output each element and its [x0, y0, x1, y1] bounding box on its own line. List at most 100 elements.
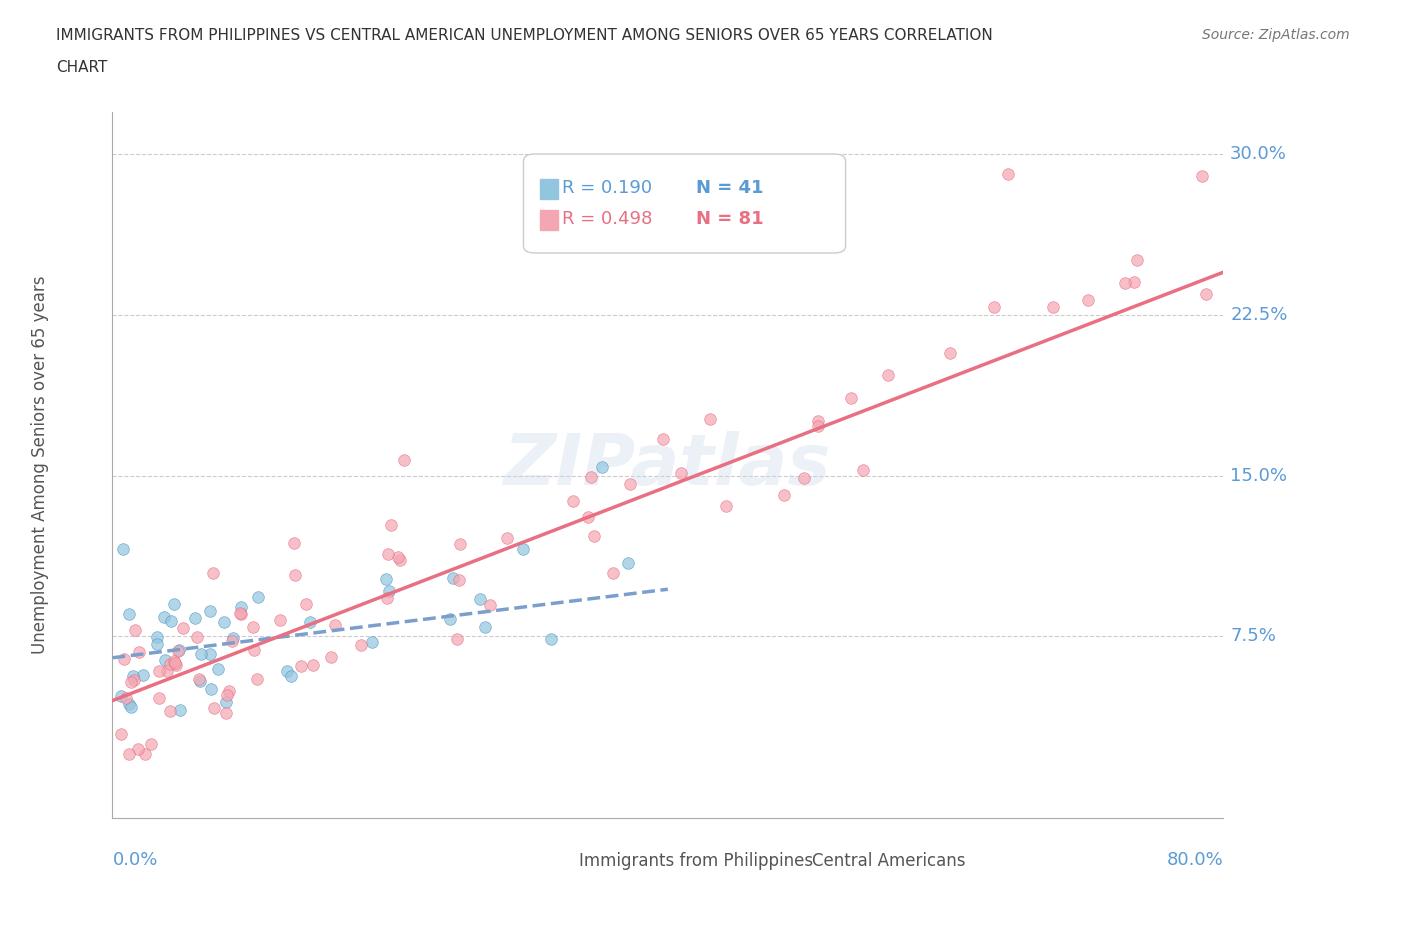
- Point: [877, 367, 900, 382]
- Point: [773, 488, 796, 503]
- Point: [128, 644, 150, 659]
- Point: [301, 658, 323, 672]
- Point: [295, 596, 318, 611]
- Point: [807, 418, 830, 433]
- Point: [377, 547, 399, 562]
- Point: [215, 706, 238, 721]
- Point: [1126, 253, 1149, 268]
- Point: [388, 552, 411, 567]
- Point: [446, 631, 468, 646]
- Point: [218, 684, 240, 698]
- Text: 7.5%: 7.5%: [1230, 628, 1277, 645]
- Point: [447, 572, 470, 587]
- Text: Immigrants from Philippines: Immigrants from Philippines: [579, 852, 813, 870]
- Point: [221, 634, 243, 649]
- Point: [110, 726, 132, 741]
- Point: [387, 550, 409, 565]
- Text: ZIPatlas: ZIPatlas: [505, 431, 831, 499]
- Point: [200, 682, 222, 697]
- Point: [159, 703, 181, 718]
- Point: [215, 695, 238, 710]
- Point: [280, 669, 302, 684]
- Point: [1122, 275, 1144, 290]
- Point: [375, 571, 398, 586]
- Point: [441, 571, 464, 586]
- Point: [163, 653, 186, 668]
- Point: [200, 604, 222, 619]
- Point: [319, 649, 342, 664]
- Point: [997, 166, 1019, 181]
- Point: [512, 542, 534, 557]
- Point: [112, 652, 135, 667]
- Point: [619, 477, 641, 492]
- Point: [298, 615, 321, 630]
- Point: [120, 675, 142, 690]
- Point: [579, 470, 602, 485]
- Point: [290, 659, 312, 674]
- Text: R = 0.190: R = 0.190: [562, 179, 652, 197]
- Point: [160, 613, 183, 628]
- Point: [134, 747, 156, 762]
- Point: [276, 663, 298, 678]
- Bar: [540, 179, 558, 198]
- Point: [132, 667, 155, 682]
- Point: [190, 646, 212, 661]
- Text: 80.0%: 80.0%: [1167, 851, 1223, 869]
- Point: [159, 657, 181, 671]
- Point: [699, 412, 721, 427]
- Point: [380, 517, 402, 532]
- Point: [152, 610, 174, 625]
- Point: [669, 466, 692, 481]
- Text: 30.0%: 30.0%: [1230, 145, 1286, 164]
- Point: [1077, 293, 1099, 308]
- Text: Unemployment Among Seniors over 65 years: Unemployment Among Seniors over 65 years: [31, 276, 49, 654]
- Text: 22.5%: 22.5%: [1230, 306, 1288, 324]
- Point: [714, 498, 737, 513]
- Point: [187, 671, 209, 686]
- Point: [166, 644, 188, 658]
- Point: [165, 658, 187, 672]
- Point: [602, 565, 624, 580]
- Point: [468, 591, 491, 606]
- Text: 0.0%: 0.0%: [112, 851, 157, 869]
- Point: [983, 299, 1005, 314]
- Point: [120, 700, 142, 715]
- Point: [394, 453, 416, 468]
- Point: [323, 618, 346, 632]
- Point: [793, 471, 815, 485]
- Point: [243, 643, 266, 658]
- Point: [156, 664, 179, 679]
- Point: [246, 671, 269, 686]
- Point: [121, 669, 143, 684]
- Point: [1114, 276, 1136, 291]
- Point: [583, 528, 606, 543]
- Point: [207, 661, 229, 676]
- Point: [242, 619, 264, 634]
- Point: [162, 597, 184, 612]
- Point: [148, 663, 170, 678]
- Point: [617, 556, 640, 571]
- Point: [222, 631, 245, 645]
- Point: [479, 598, 502, 613]
- Point: [540, 631, 562, 646]
- Text: R = 0.498: R = 0.498: [562, 210, 652, 228]
- Point: [201, 565, 224, 580]
- FancyBboxPatch shape: [523, 154, 845, 253]
- Text: CHART: CHART: [56, 60, 108, 75]
- Point: [229, 605, 252, 620]
- Point: [215, 687, 238, 702]
- Point: [200, 646, 222, 661]
- Point: [350, 637, 373, 652]
- Point: [377, 584, 399, 599]
- Point: [184, 611, 207, 626]
- Point: [1195, 286, 1218, 301]
- Point: [212, 614, 235, 629]
- Point: [439, 612, 461, 627]
- Point: [118, 606, 141, 621]
- Text: Source: ZipAtlas.com: Source: ZipAtlas.com: [1202, 28, 1350, 42]
- Point: [939, 346, 962, 361]
- Point: [562, 493, 585, 508]
- Point: [449, 537, 471, 551]
- Text: IMMIGRANTS FROM PHILIPPINES VS CENTRAL AMERICAN UNEMPLOYMENT AMONG SENIORS OVER : IMMIGRANTS FROM PHILIPPINES VS CENTRAL A…: [56, 28, 993, 43]
- Point: [361, 634, 384, 649]
